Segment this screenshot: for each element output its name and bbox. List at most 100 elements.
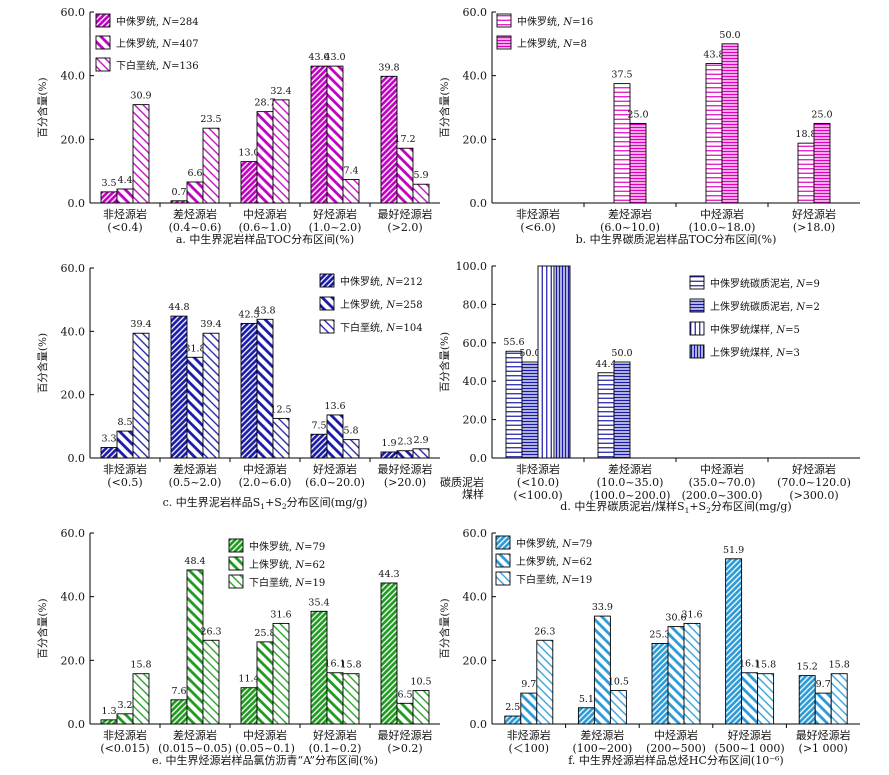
legend-label: 中侏罗统碳质泥岩, N=9	[710, 277, 820, 290]
x-tick-label: 好烃源岩	[792, 462, 836, 476]
bar	[240, 687, 258, 725]
data-label: 25.8	[254, 628, 275, 639]
data-label: 23.5	[200, 114, 221, 125]
bar	[342, 439, 360, 459]
x-tick-label: (6.0~20.0)	[305, 476, 365, 489]
x-tick-label: 中烃源岩	[700, 462, 744, 476]
bar	[536, 639, 554, 725]
data-label: 43.0	[308, 52, 329, 63]
x-tick-label: (0.05~0.1)	[235, 742, 295, 755]
x-tick-label: (0.1~0.2)	[309, 742, 362, 755]
data-label: 28.7	[254, 98, 275, 109]
x-tick-label: (<100.0)	[513, 489, 562, 502]
y-tick-label: 40.0	[463, 375, 488, 388]
x-tick-label: 好烃源岩	[728, 728, 772, 742]
bar	[667, 626, 685, 725]
bar	[116, 713, 134, 725]
bar	[613, 361, 631, 459]
legend-swatch	[495, 535, 511, 550]
y-tick-label: 20.0	[61, 654, 86, 667]
x-tick-label: (<10.0)	[517, 476, 559, 489]
data-label: 15.8	[130, 660, 151, 671]
x-tick-label: 差烃源岩	[173, 462, 217, 476]
x-tick-label: (>20.0)	[384, 476, 426, 489]
data-label: 43.8	[254, 305, 275, 316]
data-label: 15.8	[755, 660, 776, 671]
data-label: 43.8	[703, 50, 724, 61]
bar	[116, 188, 134, 204]
legend-label: 中侏罗统, N=79	[249, 540, 325, 553]
x-tick-label: 非烃源岩	[516, 207, 560, 221]
x-tick-label: 好烃源岩	[313, 462, 357, 476]
y-tick-label: 0.0	[470, 718, 488, 731]
data-label: 26.3	[200, 626, 221, 637]
bar	[342, 673, 360, 725]
legend-swatch	[95, 35, 111, 50]
bar	[396, 702, 414, 725]
bar	[504, 715, 522, 725]
bar	[240, 161, 258, 204]
data-label: 3.2	[117, 700, 132, 711]
y-tick-label: 0.0	[470, 452, 488, 465]
x-tick-label: (>300.0)	[789, 489, 838, 502]
x-tick-label: 中烃源岩	[243, 728, 287, 742]
bar	[757, 673, 775, 725]
bar	[310, 433, 328, 459]
y-axis-label: 百分含量(%)	[36, 77, 49, 137]
x-tick-label: (200~500)	[646, 742, 706, 755]
data-label: 2.9	[413, 435, 428, 446]
data-label: 4.4	[117, 175, 132, 186]
bar	[613, 83, 631, 204]
data-label: 44.8	[168, 302, 189, 313]
data-label: 15.2	[797, 662, 818, 673]
legend-swatch	[689, 275, 705, 290]
legend-swatch	[496, 35, 512, 50]
bar	[202, 127, 220, 204]
y-tick-label: 60.0	[463, 6, 488, 19]
data-label: 1.3	[101, 706, 116, 717]
legend-swatch	[689, 344, 705, 359]
data-label: 5.9	[413, 170, 428, 181]
x-tick-label: (0.5~2.0)	[169, 476, 222, 489]
bar	[412, 448, 430, 459]
x-tick-label: (<0.015)	[100, 742, 149, 755]
data-label: 7.6	[171, 686, 186, 697]
x-tick-label: (70.0~120.0)	[777, 476, 851, 489]
bar	[412, 183, 430, 204]
chart-caption: f. 中生界烃源岩样品总烃HC分布区间(10⁻⁶)	[568, 753, 783, 767]
bar	[132, 332, 150, 459]
data-label: 25.3	[649, 629, 670, 640]
bar	[256, 641, 274, 725]
bar	[202, 639, 220, 725]
x-tick-label: 差烃源岩	[608, 462, 652, 476]
x-tick-label: (0.4~0.6)	[169, 221, 222, 234]
data-label: 25.0	[811, 109, 832, 120]
data-label: 9.7	[816, 679, 831, 690]
y-tick-label: 20.0	[463, 414, 488, 427]
legend-swatch	[228, 574, 244, 589]
data-label: 26.3	[534, 626, 555, 637]
legend-label: 中侏罗统, N=16	[517, 15, 593, 28]
chart-b: 0.0 20.0 40.0 60.0 百分含量(%) 非烃源岩(<6.0) 差烃源岩(6.0…	[438, 6, 860, 246]
legend-swatch	[689, 321, 705, 336]
data-label: 50.0	[719, 30, 740, 41]
x-tick-label: (10.0~18.0)	[689, 221, 756, 234]
y-tick-label: 40.0	[463, 70, 488, 83]
legend-swatch	[495, 553, 511, 568]
x-tick-label: (<6.0)	[520, 221, 555, 234]
y-tick-label: 0.0	[68, 452, 86, 465]
legend-swatch	[95, 13, 111, 28]
bar	[609, 690, 627, 725]
x-tick-label: (<0.5)	[107, 476, 142, 489]
bar	[342, 178, 360, 204]
bar	[521, 361, 539, 459]
data-label: 13.6	[324, 401, 345, 412]
x-tick-label: 中烃源岩	[243, 462, 287, 476]
y-tick-label: 20.0	[61, 389, 86, 402]
data-label: 31.6	[681, 609, 702, 620]
bar	[412, 690, 430, 725]
x-tick-label: 最好烃源岩	[378, 207, 433, 221]
y-tick-label: 0.0	[68, 197, 86, 210]
bar	[505, 350, 523, 459]
